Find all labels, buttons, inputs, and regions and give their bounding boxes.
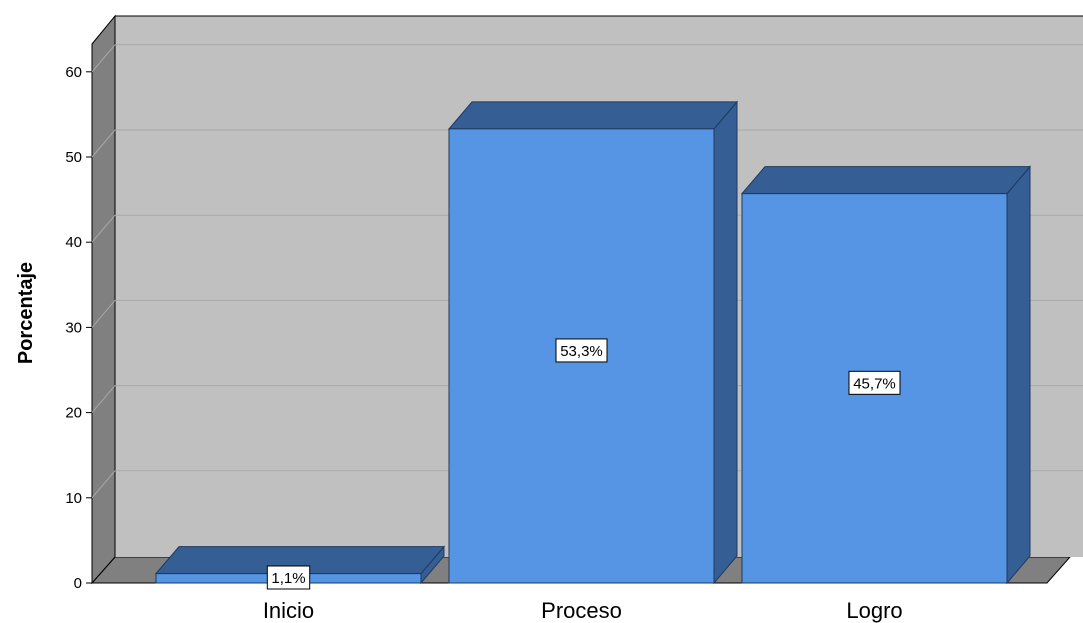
gridline-wall (91, 385, 116, 413)
y-tick-label: 20 (65, 405, 82, 422)
y-tick-label: 60 (65, 64, 82, 81)
y-tick-label: 40 (65, 234, 82, 251)
x-tick-label: Proceso (541, 598, 622, 623)
data-label-box (848, 370, 901, 395)
data-label: 1,1% (266, 565, 311, 590)
data-label: 53,3% (555, 338, 608, 363)
x-tick-label: Logro (846, 598, 902, 623)
data-label: 45,7% (848, 370, 901, 395)
y-tick-label: 50 (65, 149, 82, 166)
data-label-text: 45,7% (853, 375, 896, 392)
y-tick-label: 0 (74, 575, 82, 592)
chart-left-wall (91, 14, 116, 585)
data-label-box (266, 565, 311, 590)
gridline-wall (91, 44, 116, 73)
gridline-wall (91, 300, 116, 328)
gridline-wall (91, 129, 116, 158)
y-axis-label: Porcentaje (15, 262, 37, 364)
bar-top (740, 166, 1032, 195)
data-label-text: 1,1% (271, 570, 305, 587)
y-tick-label: 10 (65, 490, 82, 507)
y-tick-label: 30 (65, 319, 82, 336)
gridline-wall (91, 470, 116, 499)
x-tick-label: Inicio (263, 598, 314, 623)
gridline-wall (91, 214, 116, 243)
data-label-text: 53,3% (560, 343, 603, 360)
bar-side (713, 100, 738, 585)
data-label-box (555, 338, 608, 363)
bar-top (447, 101, 739, 130)
bar-side (1006, 165, 1031, 585)
